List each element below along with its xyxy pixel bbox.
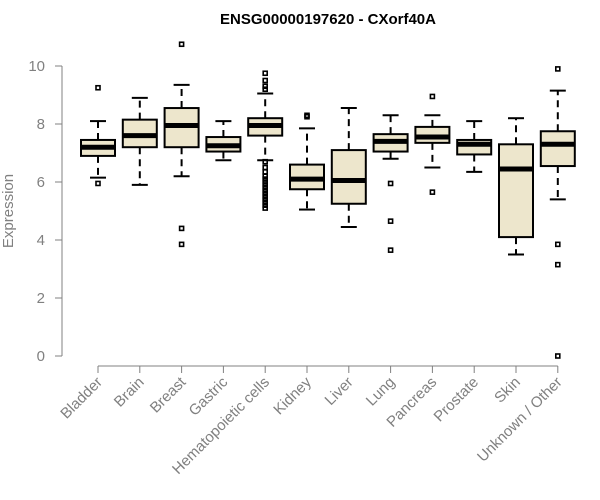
outlier-point <box>262 77 269 84</box>
outlier-point <box>304 113 310 120</box>
x-tick-label: Brain <box>111 374 148 411</box>
outlier-point <box>387 180 394 187</box>
outlier-point <box>262 185 269 191</box>
x-tick-label: Liver <box>322 374 357 409</box>
x-tick-label: Kidney <box>270 373 315 418</box>
outlier-point <box>262 187 269 194</box>
box-group <box>414 93 451 195</box>
outlier-point <box>262 193 269 200</box>
outlier-point <box>262 179 269 185</box>
box-group <box>247 70 284 211</box>
x-tick-label: Skin <box>491 374 524 407</box>
outlier-point <box>262 164 269 171</box>
outlier-point <box>178 225 185 232</box>
outlier-point <box>262 196 269 203</box>
outlier-point <box>387 247 394 253</box>
outlier-point <box>262 202 269 208</box>
outlier-point <box>262 173 269 179</box>
y-tick-label: 6 <box>37 174 45 191</box>
box-group <box>80 84 116 187</box>
outlier-point <box>262 169 269 175</box>
y-axis-label: Expression <box>0 174 17 248</box>
outlier-point <box>554 241 561 248</box>
outlier-point <box>178 241 185 248</box>
box-group <box>372 114 409 253</box>
y-tick-label: 8 <box>37 116 45 133</box>
x-tick-label: Lung <box>363 374 399 410</box>
outlier-point <box>262 182 269 188</box>
y-tick-label: 0 <box>37 348 45 365</box>
outlier-point <box>554 66 561 72</box>
outlier-point <box>554 261 561 268</box>
outlier-point <box>262 158 269 165</box>
box-group <box>498 117 534 256</box>
y-axis: 0 2 4 6 8 10 <box>28 58 63 365</box>
plot-area <box>80 41 576 359</box>
outlier-point <box>262 83 269 90</box>
outlier-point <box>262 70 269 77</box>
outlier-point <box>95 180 101 187</box>
x-tick-label: Prostate <box>430 374 482 426</box>
box-group <box>121 96 158 186</box>
box-group <box>289 112 325 211</box>
chart-title: ENSG00000197620 - CXorf40A <box>220 11 436 28</box>
outlier-point <box>178 41 185 48</box>
x-tick-label: Breast <box>147 373 190 416</box>
outlier-point <box>262 176 269 182</box>
outlier-point <box>429 93 436 100</box>
box-group <box>539 66 576 359</box>
outlier-point <box>387 218 394 224</box>
box-group <box>163 41 200 248</box>
outlier-point <box>429 189 436 195</box>
outlier-point <box>262 190 269 197</box>
outlier-point <box>262 199 269 206</box>
iqr-box <box>498 143 534 239</box>
box-group <box>456 120 493 173</box>
box-group <box>330 107 367 228</box>
box-group <box>205 120 242 162</box>
iqr-box <box>539 130 576 168</box>
x-tick-label: Bladder <box>57 374 106 423</box>
y-tick-label: 4 <box>37 232 45 249</box>
outlier-point <box>554 353 561 359</box>
outlier-point <box>95 84 101 91</box>
outlier-point <box>262 205 269 211</box>
y-tick-label: 2 <box>37 290 45 307</box>
outlier-point <box>262 86 269 92</box>
y-tick-label: 10 <box>28 58 45 75</box>
iqr-box <box>330 149 367 205</box>
